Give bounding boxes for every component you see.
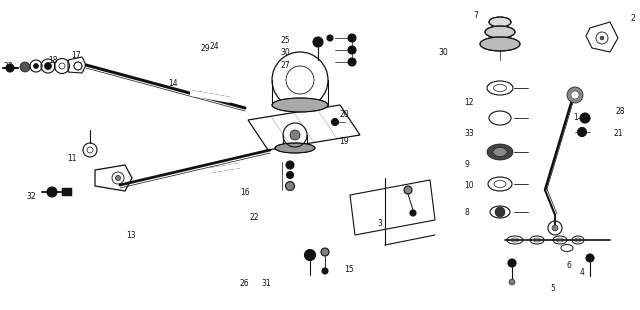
- Text: 4: 4: [579, 268, 584, 277]
- Text: 17: 17: [72, 51, 81, 60]
- Text: 24: 24: [210, 42, 220, 51]
- Circle shape: [285, 181, 294, 191]
- Circle shape: [115, 175, 120, 180]
- Text: 10: 10: [465, 181, 474, 191]
- Text: 32: 32: [27, 192, 36, 202]
- Text: 13: 13: [126, 231, 136, 240]
- Ellipse shape: [272, 98, 328, 112]
- Circle shape: [286, 161, 294, 169]
- Circle shape: [552, 225, 558, 231]
- Text: 26: 26: [239, 279, 250, 288]
- Circle shape: [567, 87, 583, 103]
- Circle shape: [322, 268, 328, 274]
- Circle shape: [313, 37, 323, 47]
- Text: 3: 3: [378, 219, 383, 228]
- Text: 6: 6: [566, 260, 572, 270]
- Circle shape: [47, 187, 57, 197]
- Text: 21: 21: [613, 129, 623, 138]
- Text: 28: 28: [616, 107, 625, 116]
- Circle shape: [509, 279, 515, 285]
- Polygon shape: [190, 90, 230, 103]
- Circle shape: [580, 113, 590, 123]
- Text: 5: 5: [550, 284, 556, 293]
- Text: 9: 9: [465, 160, 470, 169]
- Circle shape: [571, 91, 579, 99]
- Text: 30: 30: [438, 48, 448, 57]
- Text: 7: 7: [474, 11, 479, 20]
- Text: 1: 1: [573, 113, 577, 122]
- Ellipse shape: [489, 17, 511, 27]
- Circle shape: [6, 64, 14, 72]
- Circle shape: [287, 171, 294, 179]
- Ellipse shape: [493, 148, 507, 157]
- Text: 11: 11: [67, 153, 77, 163]
- Text: 20: 20: [339, 110, 349, 119]
- Ellipse shape: [487, 144, 513, 160]
- Circle shape: [332, 118, 339, 126]
- Circle shape: [404, 186, 412, 194]
- Ellipse shape: [480, 37, 520, 51]
- Ellipse shape: [275, 143, 315, 153]
- Text: 22: 22: [250, 212, 259, 222]
- Text: 16: 16: [240, 188, 250, 197]
- Circle shape: [74, 62, 82, 70]
- Circle shape: [495, 207, 505, 217]
- Circle shape: [577, 127, 586, 136]
- Text: 12: 12: [465, 98, 474, 107]
- Circle shape: [410, 210, 416, 216]
- Text: 8: 8: [465, 208, 469, 217]
- Text: 23: 23: [3, 62, 13, 71]
- Circle shape: [305, 250, 316, 260]
- Circle shape: [290, 130, 300, 140]
- Circle shape: [348, 58, 356, 66]
- Text: 19: 19: [339, 136, 349, 146]
- Circle shape: [321, 248, 329, 256]
- Text: 18: 18: [48, 56, 58, 65]
- Text: 15: 15: [344, 265, 354, 274]
- Text: 25: 25: [280, 36, 290, 45]
- Text: 2: 2: [630, 14, 635, 23]
- Text: 31: 31: [261, 279, 271, 288]
- Circle shape: [586, 254, 594, 262]
- Text: 27: 27: [280, 60, 290, 70]
- Circle shape: [327, 35, 333, 41]
- Polygon shape: [62, 188, 72, 196]
- Text: 14: 14: [168, 79, 178, 88]
- Text: 29: 29: [200, 44, 210, 54]
- Circle shape: [348, 34, 356, 42]
- Ellipse shape: [485, 26, 515, 38]
- Circle shape: [508, 259, 516, 267]
- Circle shape: [596, 32, 608, 44]
- Circle shape: [45, 63, 51, 69]
- Polygon shape: [210, 163, 240, 173]
- Circle shape: [600, 36, 604, 40]
- Circle shape: [348, 46, 356, 54]
- Text: 30: 30: [280, 48, 290, 57]
- Text: 33: 33: [465, 129, 474, 138]
- Circle shape: [20, 62, 30, 72]
- Circle shape: [33, 64, 38, 69]
